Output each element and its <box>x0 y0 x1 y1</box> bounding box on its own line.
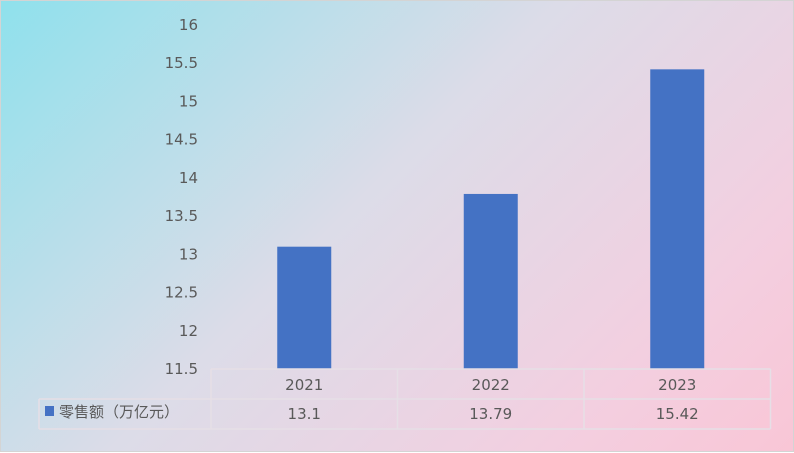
legend-swatch <box>45 406 54 416</box>
y-tick-label: 13.5 <box>165 207 198 225</box>
x-category-label: 2021 <box>285 376 323 394</box>
data-table-value: 15.42 <box>656 405 699 423</box>
data-table-value: 13.1 <box>288 405 321 423</box>
bar <box>650 69 705 370</box>
y-tick-label: 15.5 <box>165 54 198 72</box>
bar <box>277 246 332 369</box>
y-tick-label: 14.5 <box>165 131 198 149</box>
bar <box>463 193 518 369</box>
y-tick-label: 12 <box>179 322 198 340</box>
y-tick-label: 15 <box>179 92 198 110</box>
bars <box>277 69 705 370</box>
y-tick-label: 16 <box>179 16 198 34</box>
y-tick-label: 13 <box>179 245 198 263</box>
x-category-label: 2023 <box>658 376 696 394</box>
legend-series-name: 零售额（万亿元） <box>59 403 179 421</box>
x-category-label: 2022 <box>472 376 510 394</box>
y-tick-label: 11.5 <box>165 360 198 378</box>
y-axis: 11.5 12 12.5 13 13.5 14 14.5 15 15.5 16 <box>165 16 198 378</box>
y-tick-label: 12.5 <box>165 284 198 302</box>
y-tick-label: 14 <box>179 169 198 187</box>
data-table: 零售额（万亿元） 2021 13.1 2022 13.79 2023 15.42 <box>38 368 772 430</box>
data-table-value: 13.79 <box>469 405 512 423</box>
